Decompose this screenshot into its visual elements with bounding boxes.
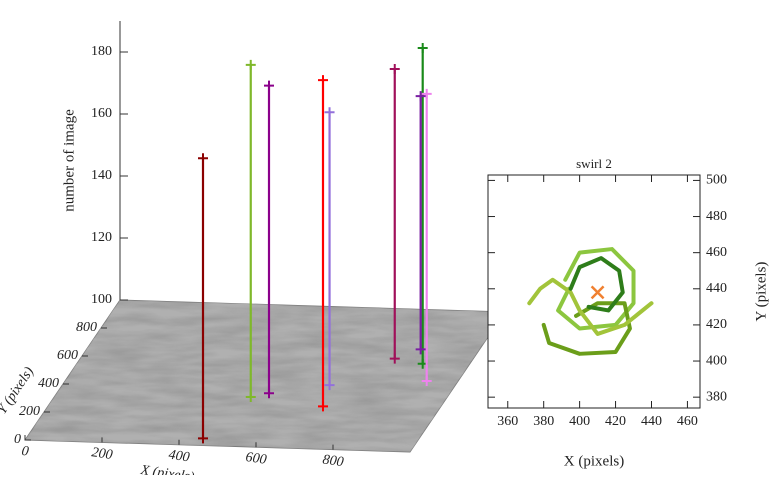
y-tick-label: 480: [706, 209, 727, 224]
chart-title: swirl 2: [576, 156, 612, 171]
track-point: [264, 80, 274, 91]
z-axis-label: number of image: [61, 109, 77, 212]
y-tick-label: 600: [57, 348, 78, 363]
x-tick-label: 360: [497, 414, 518, 429]
track-point: [417, 42, 428, 53]
x-tick-label: 200: [91, 445, 114, 463]
swirl-path: [556, 247, 636, 331]
center-marker: [590, 285, 605, 300]
y-tick-label: 500: [706, 173, 727, 188]
track-point: [421, 376, 432, 387]
y-tick-label: 380: [706, 389, 727, 404]
plot-frame: [487, 174, 701, 409]
x-tick-label: 0: [21, 444, 30, 460]
x-axis-label: X (pixels): [564, 453, 624, 469]
image-texture: [25, 300, 505, 452]
x-tick-label: 460: [677, 414, 698, 429]
y-tick-label: 0: [14, 432, 21, 447]
y-tick-label: 440: [706, 281, 727, 296]
track-point: [318, 75, 328, 86]
x-tick-label: 380: [533, 414, 554, 429]
y-tick-label: 400: [706, 353, 727, 368]
track-point: [318, 401, 328, 412]
tracks-3d: 100 120 140 160 180 number of image 0 200 400 600…: [0, 21, 506, 480]
track-point: [198, 153, 208, 164]
swirl-path: [527, 277, 654, 336]
z-tick-label: 100: [91, 292, 112, 307]
track-point: [198, 433, 208, 444]
swirl-path: [568, 256, 625, 313]
z-tick-label: 180: [91, 44, 112, 59]
x-tick-label: 420: [605, 414, 626, 429]
z-tick-label: 140: [91, 168, 112, 183]
x-tick-label: 800: [322, 452, 345, 470]
y-tick-label: 420: [706, 317, 727, 332]
x-tick-label: 400: [168, 448, 191, 466]
track-point: [264, 388, 274, 399]
x-tick-label: 400: [569, 414, 590, 429]
track-point: [415, 91, 426, 102]
track-point: [389, 63, 400, 74]
x-tick-label: 440: [641, 414, 662, 429]
swirl-plot: swirl 2 360 380 400 420 440 460 380 400 420 440 460…: [487, 156, 769, 469]
track-point: [421, 88, 432, 99]
x-tick-label: 600: [245, 450, 268, 468]
y-tick-label: 460: [706, 245, 727, 260]
track-point: [324, 380, 335, 391]
swirl-path: [541, 301, 632, 356]
z-tick-label: 120: [91, 230, 112, 245]
y-tick-label: 200: [19, 404, 40, 419]
y-tick-label: 800: [76, 320, 97, 335]
z-tick-label: 160: [91, 106, 112, 121]
track-point: [245, 59, 256, 70]
y-tick-label: 400: [38, 376, 59, 391]
track-point: [324, 107, 335, 118]
y-axis-label: Y (pixels): [753, 262, 769, 322]
track-point: [389, 353, 400, 364]
track-point: [245, 392, 256, 402]
track-point: [415, 344, 426, 355]
